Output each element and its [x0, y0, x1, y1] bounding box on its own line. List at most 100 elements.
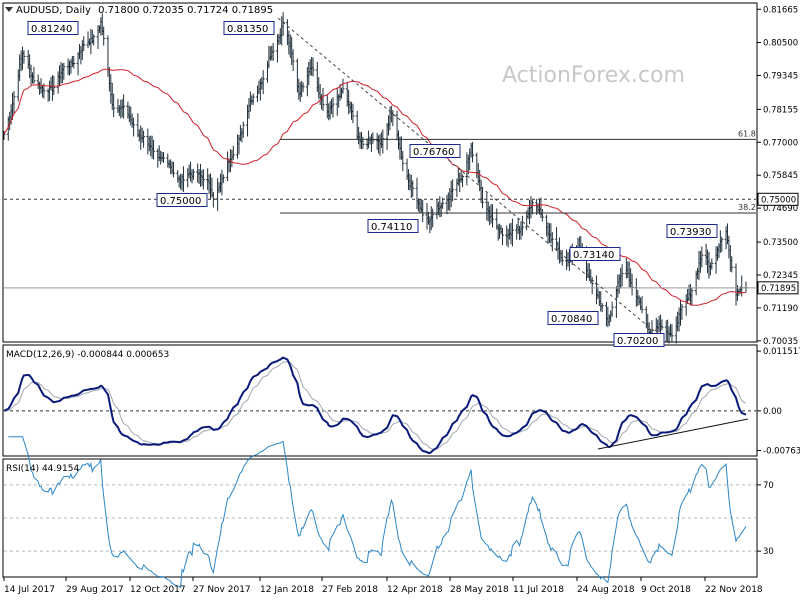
price-bar — [162, 152, 166, 163]
price-bar — [12, 90, 16, 114]
price-bar — [640, 296, 644, 314]
price-annotation: 0.70840 — [547, 311, 599, 325]
rsi-layer: 70 30 — [4, 436, 774, 589]
price-annotation: 0.74110 — [367, 219, 419, 233]
price-bar — [411, 180, 415, 197]
price-bar — [700, 246, 704, 268]
fib-382-label: 38.2 — [738, 203, 756, 212]
annotation-box — [223, 21, 275, 35]
annotation-box — [666, 224, 718, 238]
price-annotation: 0.75000 — [156, 193, 208, 207]
moving-average-line — [3, 68, 747, 306]
rsi-line — [8, 436, 747, 589]
x-tick-label: 11 Jul 2018 — [513, 585, 564, 595]
price-bar — [730, 256, 734, 273]
price-bar — [311, 57, 315, 77]
x-tick-label: 24 Aug 2018 — [577, 585, 635, 595]
ohlc-values: 0.71800 0.72035 0.71724 0.71895 — [98, 5, 273, 16]
price-tick-label: 0.70035 — [763, 337, 798, 347]
price-labels: 0.81240 0.81350 0.75000 0.76760 0.74110 0.739… — [27, 21, 718, 347]
price-bar — [680, 303, 684, 320]
timeframe-label: Daily — [66, 5, 91, 16]
price-tick-label: 0.79345 — [763, 71, 798, 81]
price-annotation: 0.73930 — [666, 224, 718, 238]
svg-text:AUDUSD, Daily: AUDUSD, Daily 0.71800 0.72035 0.71724 0.… — [16, 5, 273, 16]
annotation-box — [27, 21, 79, 35]
macd-tick-label: 0.00 — [763, 407, 782, 417]
price-bar — [490, 204, 494, 228]
price-tick-label: 0.72345 — [763, 271, 798, 281]
price-bar — [171, 161, 175, 178]
price-annotation: 0.76760 — [409, 144, 461, 158]
macd-trendline — [597, 418, 749, 450]
price-annotation: 0.73140 — [569, 247, 621, 261]
price-bar — [271, 42, 275, 61]
price-bar — [381, 129, 385, 154]
price-bar — [451, 179, 455, 202]
price-bar — [221, 174, 225, 184]
level-075000-tag: 0.75000 — [757, 192, 799, 206]
price-bar — [540, 208, 544, 222]
price-bar — [461, 174, 465, 188]
price-bar — [331, 97, 335, 118]
x-tick-label: 12 Apr 2018 — [387, 585, 443, 595]
annotation-text: 0.73930 — [670, 227, 711, 238]
price-bar — [62, 62, 66, 80]
price-bar — [321, 87, 325, 111]
last-price-text: 0.71895 — [761, 284, 796, 294]
annotation-box — [156, 193, 208, 207]
x-tick-label: 12 Oct 2017 — [130, 585, 186, 595]
price-bar — [82, 36, 86, 52]
annotation-text: 0.81350 — [227, 24, 268, 35]
price-bar — [32, 66, 36, 84]
fib-618-label: 61.8 — [738, 129, 756, 138]
price-bar — [421, 199, 425, 223]
annotation-text: 0.70200 — [617, 336, 658, 347]
price-annotation: 0.81350 — [223, 21, 275, 35]
price-bar — [371, 132, 375, 145]
price-bar — [201, 169, 205, 190]
price-bar — [241, 121, 245, 138]
price-bar — [231, 145, 235, 161]
last-price-tag: 0.71895 — [757, 281, 799, 295]
macd-tick-label: 0.011517 — [763, 347, 800, 357]
annotation-box — [613, 333, 665, 347]
annotation-box — [367, 219, 419, 233]
level-tag-text: 0.75000 — [761, 195, 796, 205]
level-layer: 61.8 38.2 — [4, 17, 756, 337]
ma-layer — [3, 68, 747, 306]
price-bar — [152, 139, 156, 160]
price-bar — [600, 303, 604, 313]
price-bar — [401, 151, 405, 172]
price-bar — [560, 250, 564, 266]
price-panel-frame — [2, 2, 758, 343]
annotation-text: 0.73140 — [573, 250, 614, 261]
x-tick-label: 27 Feb 2018 — [322, 585, 378, 595]
price-bar — [112, 93, 116, 118]
price-tick-label: 0.74690 — [763, 204, 798, 214]
price-bar — [660, 319, 664, 331]
macd-line — [3, 356, 747, 454]
annotation-box — [409, 144, 461, 158]
x-tick-label: 22 Nov 2018 — [705, 585, 763, 595]
price-bar — [620, 264, 624, 287]
price-bar — [351, 103, 355, 124]
price-bar — [500, 227, 504, 246]
x-axis: 14 Jul 2017 29 Aug 2017 12 Oct 2017 27 Nov … — [3, 577, 763, 595]
macd-tick-label: -0.007634 — [763, 447, 800, 457]
price-bar — [72, 55, 76, 69]
x-tick-label: 27 Nov 2017 — [193, 585, 251, 595]
price-annotation: 0.70200 — [613, 333, 665, 347]
price-bar — [481, 186, 485, 209]
rsi-panel-frame — [2, 458, 758, 578]
macd-label: MACD(12,26,9) -0.000844 0.000653 — [6, 350, 169, 360]
collapse-triangle-icon[interactable] — [5, 7, 13, 12]
price-bar — [471, 142, 475, 163]
price-tick-label: 0.75845 — [763, 171, 798, 181]
price-tick-label: 0.71190 — [763, 304, 798, 314]
macd-layer: 0.011517 0.00 -0.007634 — [3, 347, 800, 457]
price-bar — [431, 208, 435, 228]
x-tick-label: 9 Oct 2018 — [641, 585, 691, 595]
